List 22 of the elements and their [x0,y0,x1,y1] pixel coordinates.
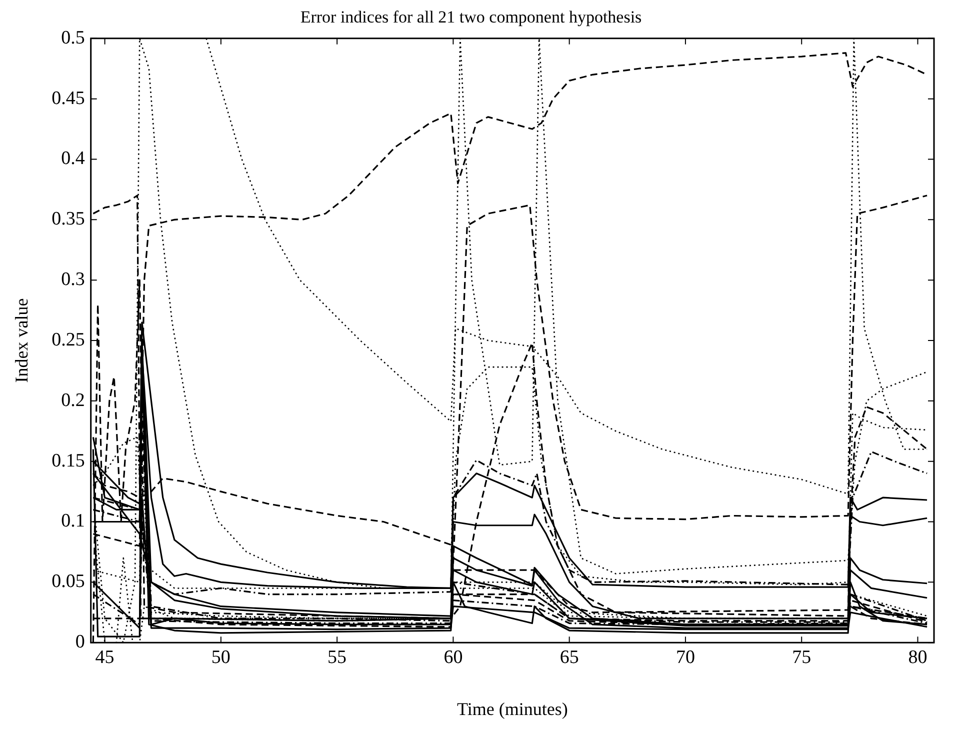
y-tick-label: 0.05 [52,571,85,592]
y-tick-label: 0.45 [52,88,85,109]
x-tick-label: 65 [560,646,579,668]
x-tick-label: 50 [211,646,230,668]
y-tick-label: 0.4 [61,148,86,170]
x-tick-label: 80 [908,646,928,668]
x-tick-label: 70 [676,646,695,668]
y-tick-label: 0 [75,632,85,653]
x-tick-label: 75 [792,646,812,668]
y-tick-label: 0.5 [61,27,85,48]
x-axis-title: Time (minutes) [457,698,568,719]
y-tick-label: 0.1 [61,510,85,532]
y-tick-label: 0.25 [52,329,85,350]
y-tick-label: 0.35 [52,208,85,230]
x-tick-label: 60 [444,646,463,668]
y-tick-label: 0.15 [52,450,85,472]
x-tick-label: 45 [95,646,114,668]
y-tick-label: 0.2 [61,390,85,411]
chart-title: Error indices for all 21 two component hypothesis [300,8,642,27]
y-axis-title: Index value [12,298,32,383]
y-tick-label: 0.3 [61,269,85,290]
x-tick-label: 55 [328,646,347,668]
